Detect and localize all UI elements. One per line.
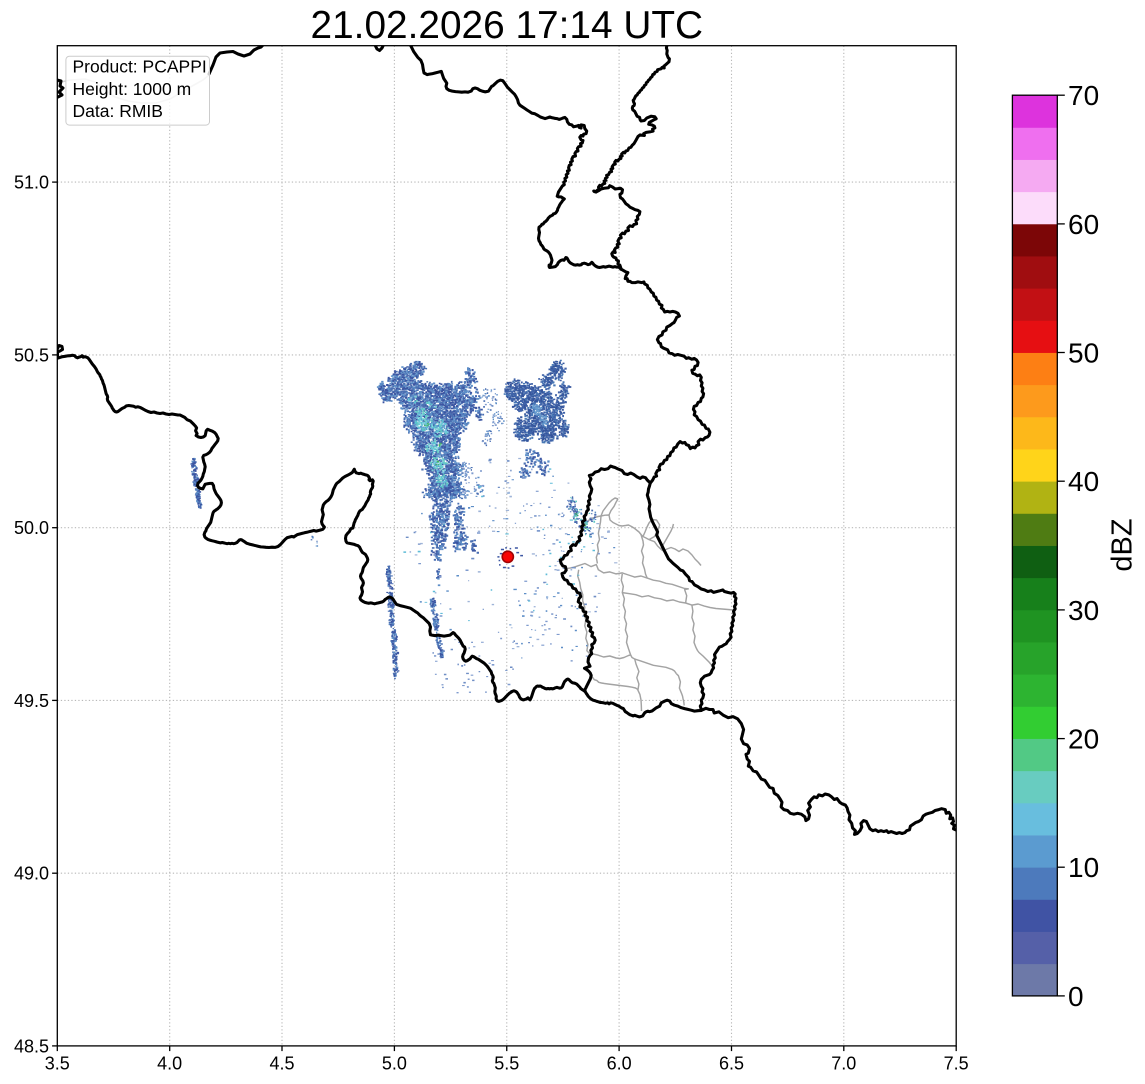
svg-text:49.0: 49.0	[14, 864, 49, 884]
svg-text:51.0: 51.0	[14, 173, 49, 193]
svg-text:40: 40	[1068, 466, 1099, 497]
svg-text:30: 30	[1068, 595, 1099, 626]
svg-text:5.0: 5.0	[382, 1054, 407, 1074]
svg-text:7.0: 7.0	[831, 1054, 856, 1074]
svg-text:4.0: 4.0	[157, 1054, 182, 1074]
svg-text:70: 70	[1068, 80, 1099, 111]
svg-text:5.5: 5.5	[494, 1054, 519, 1074]
svg-text:Product: PCAPPI: Product: PCAPPI	[73, 57, 207, 77]
svg-text:0: 0	[1068, 981, 1084, 1012]
svg-text:50: 50	[1068, 338, 1099, 369]
svg-text:50.0: 50.0	[14, 518, 49, 538]
svg-text:49.5: 49.5	[14, 691, 49, 711]
svg-text:6.5: 6.5	[719, 1054, 744, 1074]
svg-text:20: 20	[1068, 724, 1099, 755]
svg-text:7.5: 7.5	[944, 1054, 969, 1074]
svg-text:Height: 1000 m: Height: 1000 m	[73, 79, 192, 99]
svg-text:Data: RMIB: Data: RMIB	[73, 101, 163, 121]
svg-text:6.0: 6.0	[607, 1054, 632, 1074]
svg-text:3.5: 3.5	[45, 1054, 70, 1074]
svg-text:60: 60	[1068, 209, 1099, 240]
svg-text:dBZ: dBZ	[1107, 518, 1139, 571]
svg-text:10: 10	[1068, 852, 1099, 883]
svg-text:48.5: 48.5	[14, 1036, 49, 1056]
svg-text:4.5: 4.5	[269, 1054, 294, 1074]
svg-text:21.02.2026 17:14 UTC: 21.02.2026 17:14 UTC	[311, 4, 704, 47]
svg-text:50.5: 50.5	[14, 345, 49, 365]
